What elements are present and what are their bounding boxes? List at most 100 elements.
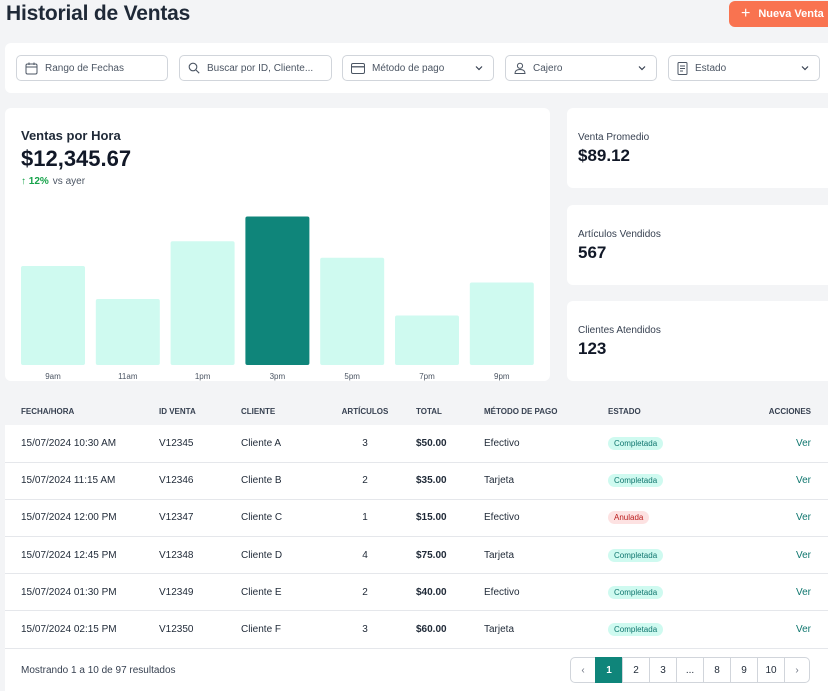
stat-card-customers-served: Clientes Atendidos 123	[567, 301, 828, 381]
cell-items: 2	[362, 586, 368, 598]
cell-actions: Ver	[723, 425, 828, 462]
chart-bar-5pm	[320, 257, 385, 365]
chart-bar-1pm	[170, 241, 235, 365]
col-status: ESTADO	[608, 407, 641, 416]
receipt-icon	[677, 61, 688, 75]
sales-by-hour-card: Ventas por Hora $12,345.67 ↑ 12% vs ayer …	[5, 108, 550, 381]
chevron-down-icon	[475, 66, 483, 71]
page-button: ...	[676, 657, 704, 683]
status-select[interactable]: Estado	[668, 55, 820, 81]
stat-value: $89.12	[578, 146, 630, 165]
chart-bar-7pm	[395, 315, 459, 365]
col-id: ID VENTA	[159, 407, 196, 416]
view-link[interactable]: Ver	[795, 437, 811, 449]
date-range-label: Rango de Fechas	[45, 62, 124, 74]
chart-bar-11am	[95, 299, 160, 365]
table-row: 15/07/2024 02:15 PM V12350 Cliente F 3 $60.0…	[5, 611, 828, 649]
cell-payment: Tarjeta	[484, 624, 515, 636]
cell-payment: Efectivo	[484, 437, 520, 449]
stat-value: 123	[578, 339, 607, 358]
x-tick-label: 1pm	[195, 372, 211, 381]
change-note: vs ayer	[52, 176, 86, 187]
cell-status: Completada	[608, 425, 723, 462]
cell-date: 15/07/2024 10:30 AM	[21, 437, 117, 449]
date-range-filter[interactable]: Rango de Fechas	[16, 55, 168, 81]
view-link[interactable]: Ver	[795, 549, 811, 561]
table-row: 15/07/2024 12:00 PM V12347 Cliente C 1 $15.0…	[5, 499, 828, 537]
cell-actions: Ver	[723, 537, 828, 574]
page-button[interactable]: 10	[757, 657, 785, 683]
next-page-icon[interactable]: ›	[784, 657, 810, 683]
cell-date: 15/07/2024 12:45 PM	[21, 549, 117, 561]
view-link[interactable]: Ver	[795, 624, 811, 636]
search-icon	[188, 62, 200, 74]
cell-id: V12348	[159, 549, 194, 561]
cell-client: Cliente D	[241, 549, 283, 561]
x-tick-label: 5pm	[344, 372, 360, 381]
x-tick-label: 9pm	[494, 372, 510, 381]
cell-client: Cliente B	[241, 475, 282, 487]
chart-title: Ventas por Hora	[21, 128, 121, 143]
cell-status: Completada	[608, 611, 723, 648]
view-link[interactable]: Ver	[795, 512, 811, 524]
page-button[interactable]: 3	[649, 657, 677, 683]
col-payment: MÉTODO DE PAGO	[484, 407, 558, 416]
x-tick-label: 11am	[118, 372, 138, 381]
col-client: CLIENTE	[241, 407, 276, 416]
cell-date: 15/07/2024 01:30 PM	[21, 586, 117, 598]
cell-date: 15/07/2024 02:15 PM	[21, 624, 117, 636]
stat-label: Venta Promedio	[578, 132, 650, 143]
table-row: 15/07/2024 10:30 AM V12345 Cliente A 3 $50.0…	[5, 425, 828, 463]
cell-id: V12350	[159, 624, 194, 636]
search-placeholder: Buscar por ID, Cliente...	[207, 62, 314, 74]
cell-payment: Tarjeta	[484, 549, 515, 561]
status-badge: Anulada	[608, 511, 650, 525]
cell-id: V12349	[159, 586, 194, 598]
cell-date: 15/07/2024 11:15 AM	[21, 475, 116, 487]
new-sale-label: Nueva Venta	[758, 8, 824, 20]
cell-payment: Tarjeta	[484, 475, 515, 487]
chevron-down-icon	[801, 66, 809, 71]
new-sale-button[interactable]: + Nueva Venta	[729, 1, 828, 27]
status-badge: Completada	[608, 585, 664, 599]
cell-id: V12345	[159, 437, 194, 449]
view-link[interactable]: Ver	[795, 586, 811, 598]
col-actions: ACCIONES	[768, 407, 811, 416]
cell-date: 15/07/2024 12:00 PM	[21, 512, 117, 524]
x-tick-label: 3pm	[270, 372, 286, 381]
cell-status: Completada	[608, 537, 723, 574]
search-input[interactable]: Buscar por ID, Cliente...	[179, 55, 332, 81]
stat-card-items-sold: Artículos Vendidos 567	[567, 205, 828, 285]
cell-actions: Ver	[723, 611, 828, 648]
cell-total: $75.00	[416, 549, 447, 561]
page-button[interactable]: 8	[703, 657, 731, 683]
cell-id: V12347	[159, 512, 194, 524]
col-date: FECHA/HORA	[21, 407, 75, 416]
page-title: Historial de Ventas	[6, 2, 191, 25]
change-value: ↑ 12%	[21, 176, 49, 187]
page-button[interactable]: 2	[622, 657, 650, 683]
cell-items: 1	[362, 512, 368, 524]
x-tick-label: 7pm	[419, 372, 435, 381]
cell-actions: Ver	[723, 462, 828, 499]
chevron-down-icon	[638, 66, 646, 71]
chart-bar-9am	[21, 266, 85, 365]
view-link[interactable]: Ver	[795, 475, 811, 487]
prev-page-icon[interactable]: ‹	[570, 657, 596, 683]
pagination: ‹ 1 2 3... 8 9 10 ›	[570, 657, 810, 683]
cell-payment: Efectivo	[484, 512, 520, 524]
chart-change: ↑ 12% vs ayer	[21, 176, 85, 187]
cell-total: $35.00	[416, 475, 447, 487]
page-button[interactable]: 1	[595, 657, 623, 683]
credit-card-icon	[351, 62, 365, 74]
table-row: 15/07/2024 01:30 PM V12349 Cliente E 2 $40.0…	[5, 574, 828, 611]
cashier-select[interactable]: Cajero	[505, 55, 657, 81]
cell-payment: Efectivo	[484, 586, 520, 598]
payment-method-select[interactable]: Método de pago	[342, 55, 494, 81]
cell-total: $15.00	[416, 512, 447, 524]
status-badge: Completada	[608, 623, 664, 637]
cell-total: $40.00	[416, 586, 447, 598]
cell-items: 4	[362, 549, 368, 561]
page-button[interactable]: 9	[730, 657, 758, 683]
stat-value: 567	[578, 243, 607, 262]
